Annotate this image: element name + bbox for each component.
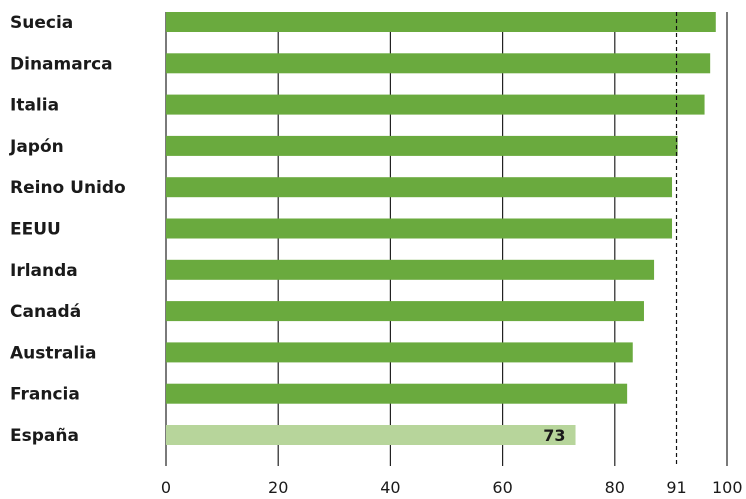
- category-label-francia: Francia: [10, 385, 80, 405]
- bars: [166, 12, 716, 445]
- bar-eeuu: [166, 218, 673, 239]
- category-label-japon: Japón: [9, 137, 64, 157]
- tick-label-100: 100: [712, 478, 743, 497]
- category-label-reino-unido: Reino Unido: [10, 178, 126, 198]
- data-labels: 73: [543, 426, 565, 445]
- category-label-eeuu: EEUU: [10, 220, 61, 240]
- category-label-australia: Australia: [10, 343, 97, 363]
- bar-canada: [166, 301, 644, 322]
- tick-labels: 0 20 40 60 80 100 91: [161, 478, 743, 497]
- bar-australia: [166, 342, 633, 363]
- bar-espana: [166, 425, 576, 445]
- tick-label-reference: 91: [666, 478, 686, 497]
- tick-label-0: 0: [161, 478, 171, 497]
- tick-label-20: 20: [268, 478, 288, 497]
- bar-reino-unido: [166, 177, 673, 198]
- bar-japon: [166, 135, 678, 156]
- tick-label-40: 40: [380, 478, 400, 497]
- bar-irlanda: [166, 259, 655, 280]
- category-label-canada: Canadá: [10, 302, 81, 322]
- category-label-espana: España: [10, 426, 79, 446]
- category-label-dinamarca: Dinamarca: [10, 54, 113, 74]
- category-label-suecia: Suecia: [10, 13, 73, 33]
- category-label-irlanda: Irlanda: [10, 261, 78, 281]
- category-label-italia: Italia: [10, 96, 59, 116]
- bar-francia: [166, 383, 628, 404]
- bar-suecia: [166, 12, 716, 32]
- category-labels: Suecia Dinamarca Italia Japón Reino Unido EEU…: [9, 13, 126, 446]
- bar-italia: [166, 94, 705, 115]
- tick-label-80: 80: [605, 478, 625, 497]
- tick-label-60: 60: [492, 478, 512, 497]
- bar-dinamarca: [166, 53, 711, 74]
- data-label-espana: 73: [543, 426, 565, 445]
